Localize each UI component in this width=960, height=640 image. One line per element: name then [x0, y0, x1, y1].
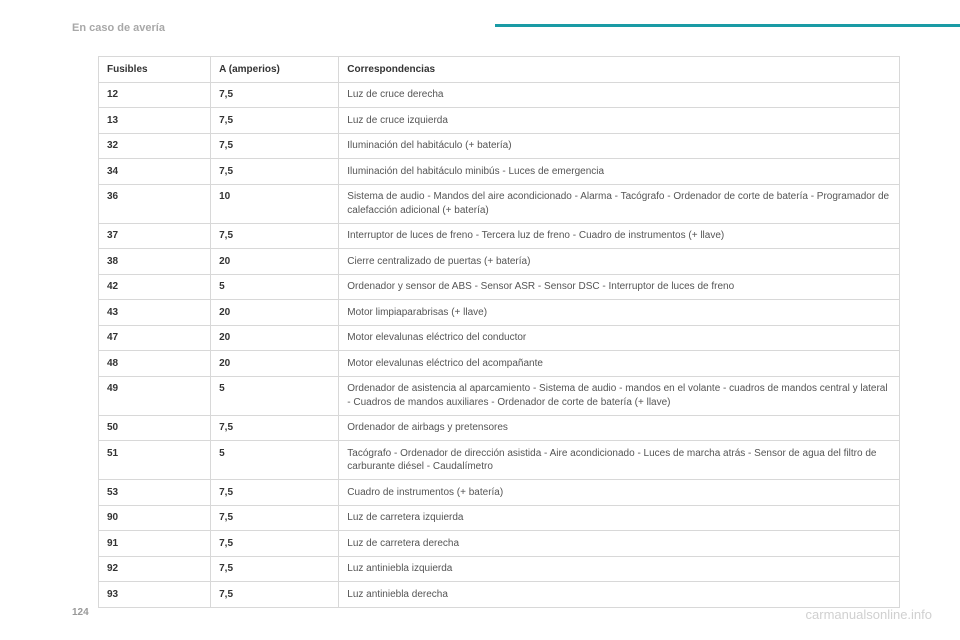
fuse-table: Fusibles A (amperios) Correspondencias 1… [98, 56, 900, 608]
table-row: 537,5Cuadro de instrumentos (+ batería) [99, 480, 900, 506]
cell-description: Ordenador de asistencia al aparcamiento … [339, 376, 900, 415]
header-accent-line [495, 24, 960, 27]
cell-description: Iluminación del habitáculo (+ batería) [339, 133, 900, 159]
table-row: 425Ordenador y sensor de ABS - Sensor AS… [99, 274, 900, 300]
table-row: 377,5Interruptor de luces de freno - Ter… [99, 223, 900, 249]
cell-amperage: 7,5 [211, 556, 339, 582]
table-row: 507,5Ordenador de airbags y pretensores [99, 415, 900, 441]
cell-fuse: 42 [99, 274, 211, 300]
cell-fuse: 49 [99, 376, 211, 415]
cell-description: Luz de carretera izquierda [339, 505, 900, 531]
cell-description: Interruptor de luces de freno - Tercera … [339, 223, 900, 249]
cell-description: Luz antiniebla izquierda [339, 556, 900, 582]
cell-fuse: 93 [99, 582, 211, 608]
cell-description: Luz de cruce izquierda [339, 108, 900, 134]
cell-amperage: 20 [211, 249, 339, 275]
cell-description: Luz de carretera derecha [339, 531, 900, 557]
cell-description: Luz de cruce derecha [339, 82, 900, 108]
watermark: carmanualsonline.info [806, 607, 932, 622]
cell-amperage: 20 [211, 300, 339, 326]
table-row: 4320Motor limpiaparabrisas (+ llave) [99, 300, 900, 326]
header-amperage: A (amperios) [211, 57, 339, 83]
cell-amperage: 7,5 [211, 108, 339, 134]
cell-description: Cuadro de instrumentos (+ batería) [339, 480, 900, 506]
cell-fuse: 38 [99, 249, 211, 275]
cell-fuse: 37 [99, 223, 211, 249]
table-row: 137,5Luz de cruce izquierda [99, 108, 900, 134]
cell-description: Ordenador y sensor de ABS - Sensor ASR -… [339, 274, 900, 300]
table-row: 347,5Iluminación del habitáculo minibús … [99, 159, 900, 185]
cell-fuse: 50 [99, 415, 211, 441]
cell-amperage: 7,5 [211, 415, 339, 441]
table-header-row: Fusibles A (amperios) Correspondencias [99, 57, 900, 83]
page-number: 124 [72, 607, 89, 618]
cell-fuse: 34 [99, 159, 211, 185]
cell-amperage: 10 [211, 184, 339, 223]
cell-fuse: 53 [99, 480, 211, 506]
cell-fuse: 12 [99, 82, 211, 108]
fuse-table-container: Fusibles A (amperios) Correspondencias 1… [98, 56, 900, 608]
cell-amperage: 7,5 [211, 480, 339, 506]
table-row: 3610Sistema de audio - Mandos del aire a… [99, 184, 900, 223]
cell-fuse: 13 [99, 108, 211, 134]
cell-amperage: 7,5 [211, 582, 339, 608]
cell-amperage: 5 [211, 376, 339, 415]
table-row: 127,5Luz de cruce derecha [99, 82, 900, 108]
cell-description: Ordenador de airbags y pretensores [339, 415, 900, 441]
cell-description: Motor elevalunas eléctrico del acompañan… [339, 351, 900, 377]
table-row: 917,5Luz de carretera derecha [99, 531, 900, 557]
cell-fuse: 91 [99, 531, 211, 557]
cell-fuse: 47 [99, 325, 211, 351]
cell-fuse: 48 [99, 351, 211, 377]
cell-amperage: 7,5 [211, 505, 339, 531]
cell-description: Iluminación del habitáculo minibús - Luc… [339, 159, 900, 185]
cell-amperage: 5 [211, 441, 339, 480]
cell-amperage: 7,5 [211, 531, 339, 557]
cell-fuse: 51 [99, 441, 211, 480]
cell-description: Sistema de audio - Mandos del aire acond… [339, 184, 900, 223]
cell-description: Motor limpiaparabrisas (+ llave) [339, 300, 900, 326]
cell-fuse: 92 [99, 556, 211, 582]
table-row: 4720Motor elevalunas eléctrico del condu… [99, 325, 900, 351]
cell-amperage: 20 [211, 325, 339, 351]
header-fuse: Fusibles [99, 57, 211, 83]
table-row: 937,5Luz antiniebla derecha [99, 582, 900, 608]
cell-amperage: 7,5 [211, 159, 339, 185]
cell-description: Cierre centralizado de puertas (+ baterí… [339, 249, 900, 275]
cell-fuse: 32 [99, 133, 211, 159]
cell-fuse: 43 [99, 300, 211, 326]
table-row: 907,5Luz de carretera izquierda [99, 505, 900, 531]
section-title: En caso de avería [72, 22, 165, 34]
cell-amperage: 5 [211, 274, 339, 300]
table-row: 927,5Luz antiniebla izquierda [99, 556, 900, 582]
cell-amperage: 7,5 [211, 223, 339, 249]
table-row: 495Ordenador de asistencia al aparcamien… [99, 376, 900, 415]
table-row: 3820Cierre centralizado de puertas (+ ba… [99, 249, 900, 275]
header-correspondence: Correspondencias [339, 57, 900, 83]
table-row: 4820Motor elevalunas eléctrico del acomp… [99, 351, 900, 377]
cell-fuse: 36 [99, 184, 211, 223]
cell-amperage: 7,5 [211, 133, 339, 159]
cell-description: Motor elevalunas eléctrico del conductor [339, 325, 900, 351]
table-row: 327,5Iluminación del habitáculo (+ bater… [99, 133, 900, 159]
cell-description: Luz antiniebla derecha [339, 582, 900, 608]
cell-fuse: 90 [99, 505, 211, 531]
cell-amperage: 20 [211, 351, 339, 377]
table-row: 515Tacógrafo - Ordenador de dirección as… [99, 441, 900, 480]
cell-description: Tacógrafo - Ordenador de dirección asist… [339, 441, 900, 480]
cell-amperage: 7,5 [211, 82, 339, 108]
